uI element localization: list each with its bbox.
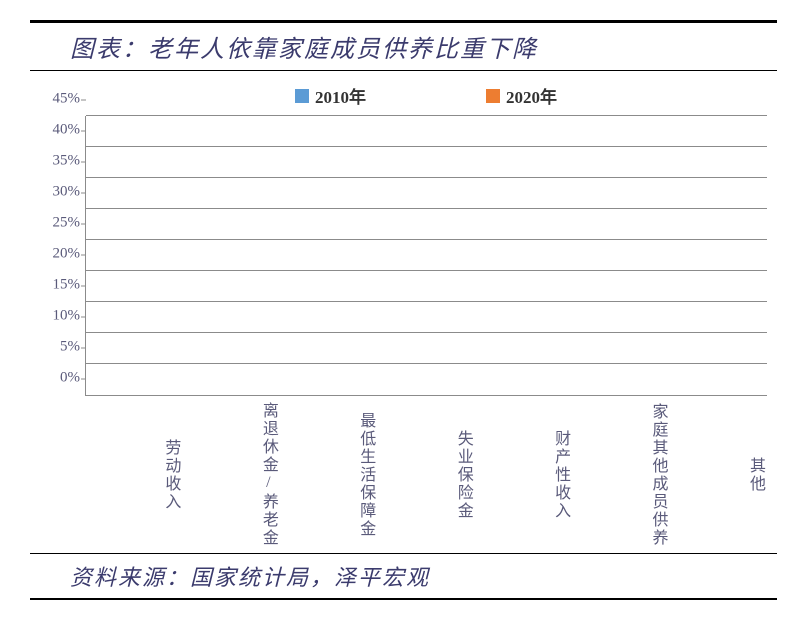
y-tick-label: 35% (36, 153, 80, 170)
legend: 2010年 2020年 (85, 83, 767, 108)
gridline (86, 301, 767, 302)
chart-title-block: 图表：老年人依靠家庭成员供养比重下降 (30, 20, 777, 71)
legend-swatch (486, 89, 500, 103)
chart-title: 图表：老年人依靠家庭成员供养比重下降 (30, 29, 777, 64)
y-tick-label: 45% (36, 91, 80, 108)
y-tick-label: 25% (36, 215, 80, 232)
x-axis-label: 家庭其他成员供养 (572, 402, 669, 547)
legend-item: 2010年 (295, 83, 366, 108)
y-tick-label: 0% (36, 370, 80, 387)
gridline (86, 208, 767, 209)
legend-swatch (295, 89, 309, 103)
gridline (86, 146, 767, 147)
x-axis-label: 财产性收入 (475, 402, 572, 547)
y-tick-label: 40% (36, 122, 80, 139)
gridline (86, 332, 767, 333)
y-tick-label: 15% (36, 277, 80, 294)
plot-area: 0%5%10%15%20%25%30%35%40%45% (85, 116, 767, 396)
y-tick-label: 20% (36, 246, 80, 263)
x-axis-label: 其他 (670, 402, 767, 547)
gridline (86, 239, 767, 240)
x-axis-label: 离退休金/养老金 (182, 402, 279, 547)
legend-item: 2020年 (486, 83, 557, 108)
x-axis-labels: 劳动收入离退休金/养老金最低生活保障金失业保险金财产性收入家庭其他成员供养其他 (85, 402, 767, 547)
gridline (86, 363, 767, 364)
y-tick-label: 30% (36, 184, 80, 201)
legend-label: 2010年 (315, 83, 366, 108)
legend-label: 2020年 (506, 83, 557, 108)
x-axis-label: 失业保险金 (377, 402, 474, 547)
x-axis-label: 最低生活保障金 (280, 402, 377, 547)
y-tick-label: 5% (36, 339, 80, 356)
y-tick-label: 10% (36, 308, 80, 325)
gridline (86, 270, 767, 271)
bars-container (86, 116, 767, 395)
gridline (86, 177, 767, 178)
gridline (86, 115, 767, 116)
chart-area: 2010年2020年 0%5%10%15%20%25%30%35%40%45% … (30, 83, 777, 547)
x-axis-label: 劳动收入 (85, 402, 182, 547)
